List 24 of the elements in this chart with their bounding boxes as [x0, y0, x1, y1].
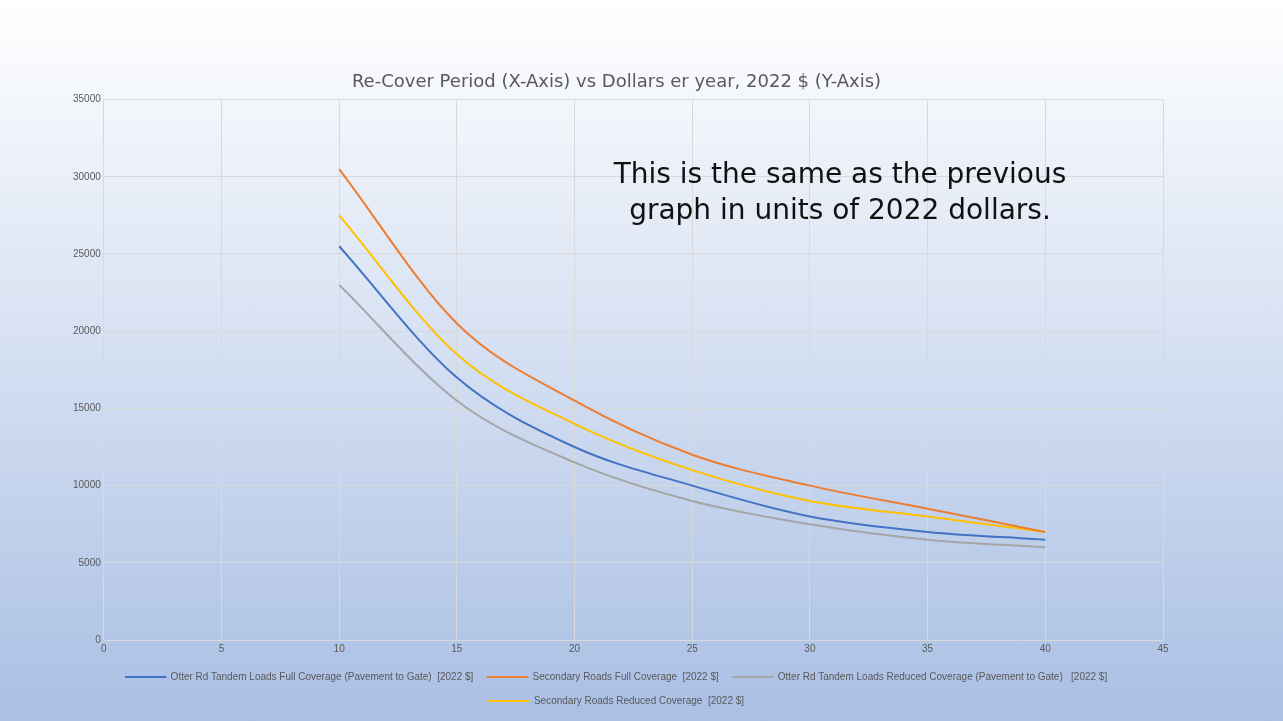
annotation: This is the same as the previous graph in units of 2022 dollars. — [612, 156, 1068, 229]
y-tick-label: 35000 — [73, 93, 102, 105]
x-tick-label: 30 — [804, 642, 816, 654]
y-tick-label: 25000 — [73, 247, 102, 259]
y-tick-label: 0 — [95, 633, 102, 645]
x-tick-label: 5 — [218, 642, 225, 654]
x-tick-label: 45 — [1157, 642, 1169, 654]
legend-label: Otter Rd Tandem Loads Reduced Coverage (Pavement to Gate) [2022 $] — [777, 670, 1108, 682]
x-tick-label: 10 — [333, 642, 346, 654]
x-tick-label: 15 — [451, 642, 463, 654]
legend-label: Otter Rd Tandem Loads Full Coverage (Pavement to Gate) [2022 $] — [170, 670, 474, 682]
x-tick-label: 35 — [922, 642, 934, 654]
y-tick-label: 5000 — [78, 556, 102, 568]
x-tick-label: 25 — [686, 642, 699, 654]
line-series — [338, 283, 1047, 549]
legend-label: Secondary Roads Full Coverage [2022 $] — [532, 670, 719, 682]
x-tick-label: 20 — [569, 642, 581, 654]
y-tick-label: 15000 — [73, 402, 102, 414]
y-tick-label: 30000 — [73, 170, 102, 182]
x-tick-label: 40 — [1039, 642, 1052, 654]
y-tick-label: 10000 — [73, 479, 102, 491]
legend-label: Secondary Roads Reduced Coverage [2022 $] — [533, 694, 745, 706]
y-tick-label: 20000 — [73, 324, 102, 336]
chart-title: Re-Cover Period (X-Axis) vs Dollars er year, 2022 $ (Y-Axis) — [351, 70, 882, 92]
